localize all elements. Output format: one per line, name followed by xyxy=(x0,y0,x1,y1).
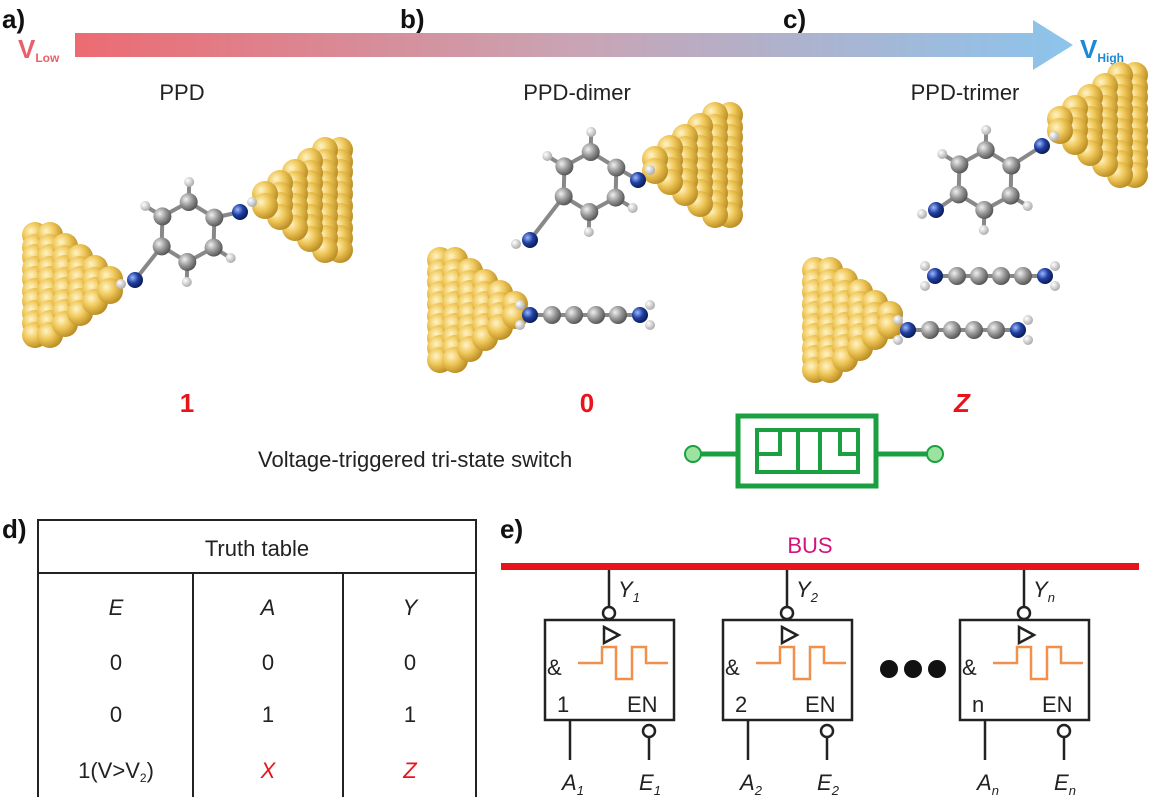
ppd-trimer-ring xyxy=(917,125,1059,235)
enable-input-label: En xyxy=(1054,770,1076,798)
v-low-label: VLow xyxy=(18,34,60,65)
cell-r3-e: 1(V>V2) xyxy=(78,758,154,785)
cell-r3-a: X xyxy=(260,758,277,783)
output-label: Y1 xyxy=(618,577,640,605)
enable-input-label: E2 xyxy=(817,770,840,798)
and-symbol: & xyxy=(547,655,562,680)
gate-index: n xyxy=(972,692,984,717)
header-a: A xyxy=(259,595,276,620)
and-symbol: & xyxy=(962,655,977,680)
gate-2: & 2 EN Y2 A2 E2 xyxy=(721,570,854,798)
switch-caption: Voltage-triggered tri-state switch xyxy=(258,447,572,472)
state-dimer: 0 xyxy=(580,388,594,418)
gold-electrode xyxy=(22,222,123,348)
panel-label-c: c) xyxy=(783,4,806,34)
bus-label: BUS xyxy=(787,533,832,558)
gold-electrode xyxy=(802,257,903,383)
enable-input-label: E1 xyxy=(639,770,661,798)
tri-state-gates: & 1 EN Y1 A1 E1 & 2 EN Y2 A2 E2 & n EN Yn An En xyxy=(543,570,1091,798)
panel-label-d: d) xyxy=(2,514,27,544)
structure-name-dimer: PPD-dimer xyxy=(523,80,631,105)
input-a-label: A1 xyxy=(560,770,584,798)
bus-line xyxy=(501,563,1139,570)
cell-r3-y: Z xyxy=(402,758,418,783)
square-wave-icon xyxy=(756,645,846,681)
gate-1: & 1 EN Y1 A1 E1 xyxy=(543,570,676,798)
ppd-molecule xyxy=(116,177,257,289)
cell-r1-y: 0 xyxy=(404,650,416,675)
input-a-label: An xyxy=(975,770,999,798)
square-wave-icon xyxy=(993,645,1083,681)
state-ppd: 1 xyxy=(180,388,194,418)
gold-electrode xyxy=(252,137,353,263)
state-trimer: Z xyxy=(953,388,971,418)
panel-label-a: a) xyxy=(2,4,25,34)
gold-electrode xyxy=(642,102,743,228)
cell-r1-a: 0 xyxy=(262,650,274,675)
input-a-label: A2 xyxy=(738,770,763,798)
enable-label: EN xyxy=(805,692,836,717)
and-symbol: & xyxy=(725,655,740,680)
ppd-trimer-chain xyxy=(920,261,1060,291)
enable-label: EN xyxy=(1042,692,1073,717)
cell-r2-a: 1 xyxy=(262,702,274,727)
header-y: Y xyxy=(403,595,419,620)
square-wave-icon xyxy=(578,645,668,681)
header-e: E xyxy=(109,595,124,620)
structure-name-trimer: PPD-trimer xyxy=(911,80,1020,105)
tri-state-switch-symbol xyxy=(684,413,944,489)
gate-index: 1 xyxy=(557,692,569,717)
ppd-dimer-ring xyxy=(511,127,655,249)
v-high-label: VHigh xyxy=(1080,34,1124,65)
output-label: Yn xyxy=(1033,577,1055,605)
ppd-dimer-chain xyxy=(515,300,655,330)
truth-table: Truth table E A Y 0 0 0 0 1 1 1(V>V2) X … xyxy=(37,519,477,797)
gate-3: & n EN Yn An En xyxy=(958,570,1091,798)
gold-electrode xyxy=(1047,62,1148,188)
cell-r2-y: 1 xyxy=(404,702,416,727)
ellipsis-dots xyxy=(880,660,946,678)
ppd-trimer-chain xyxy=(893,315,1033,345)
structure-name-ppd: PPD xyxy=(159,80,204,105)
gold-electrode xyxy=(427,247,528,373)
cell-r2-e: 0 xyxy=(110,702,122,727)
voltage-arrow xyxy=(75,20,1073,70)
output-label: Y2 xyxy=(796,577,819,605)
truth-table-title: Truth table xyxy=(205,536,309,561)
panel-label-b: b) xyxy=(400,4,425,34)
enable-label: EN xyxy=(627,692,658,717)
molecular-structures xyxy=(22,62,1148,383)
panel-label-e: e) xyxy=(500,514,523,544)
gate-index: 2 xyxy=(735,692,747,717)
cell-r1-e: 0 xyxy=(110,650,122,675)
